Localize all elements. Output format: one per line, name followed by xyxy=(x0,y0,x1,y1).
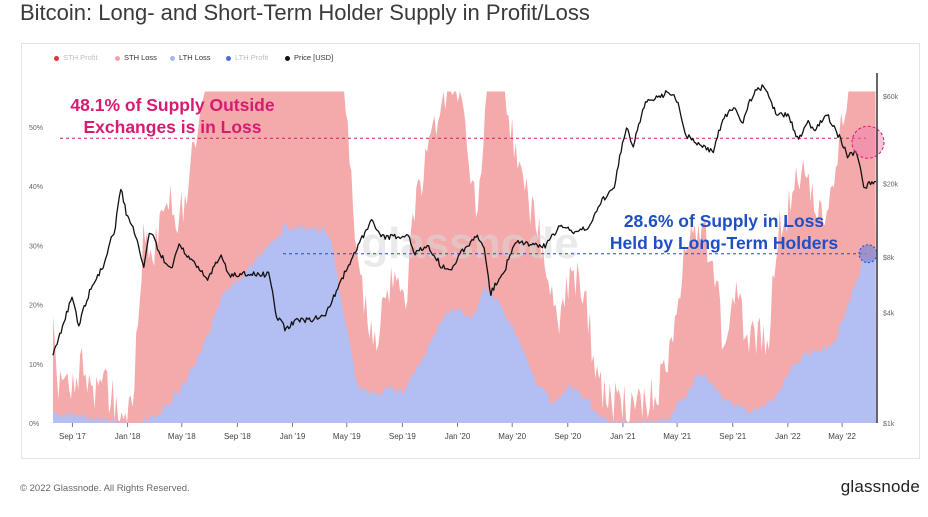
x-tick-label: Sep '20 xyxy=(554,432,581,441)
annotation-line: 28.6% of Supply in Loss xyxy=(623,211,825,231)
legend-color-dot xyxy=(54,55,59,61)
annotation-line: Exchanges is in Loss xyxy=(83,117,262,137)
highlight-lth-loss xyxy=(858,244,878,264)
y-right-tick-label: $4k xyxy=(883,310,895,317)
footer-copyright: © 2022 Glassnode. All Rights Reserved. xyxy=(20,483,190,494)
annotation-line: Held by Long-Term Holders xyxy=(609,233,839,253)
y-left-tick-label: 20% xyxy=(29,303,43,310)
x-tick-label: Sep '21 xyxy=(719,432,746,441)
price-line xyxy=(52,84,877,356)
annotation-lth-supply-in-loss: 28.6% of Supply in Loss Held by Long-Term… xyxy=(588,210,860,254)
legend-color-dot xyxy=(226,55,231,61)
x-tick-label: Jan '19 xyxy=(280,432,306,441)
x-tick-label: Sep '19 xyxy=(389,432,416,441)
footer-brand-logo: glassnode xyxy=(840,477,920,496)
y-left-tick-label: 0% xyxy=(29,421,39,428)
x-tick-label: Sep '17 xyxy=(59,432,86,441)
x-tick-label: Jan '21 xyxy=(610,432,636,441)
x-tick-label: May '20 xyxy=(498,432,526,441)
legend-label: LTH Profit xyxy=(235,53,269,62)
legend-label: Price [USD] xyxy=(294,53,334,62)
x-tick-label: May '18 xyxy=(168,432,196,441)
y-right-tick-label: $60k xyxy=(883,94,899,101)
legend-item[interactable]: STH Profit xyxy=(54,53,98,62)
legend-color-dot xyxy=(115,55,120,61)
x-tick-label: May '21 xyxy=(663,432,691,441)
legend-item[interactable]: LTH Profit xyxy=(226,53,268,62)
legend-label: STH Profit xyxy=(63,53,98,62)
y-right-tick-label: $1k xyxy=(883,421,895,428)
annotation-line: 48.1% of Supply Outside xyxy=(70,95,275,115)
x-tick-label: Jan '18 xyxy=(115,432,141,441)
legend-item[interactable]: Price [USD] xyxy=(285,53,333,62)
y-left-tick-label: 40% xyxy=(29,184,43,191)
legend-color-dot xyxy=(285,55,290,61)
legend-item[interactable]: STH Loss xyxy=(115,53,157,62)
legend-item[interactable]: LTH Loss xyxy=(170,53,211,62)
x-tick-label: Sep '18 xyxy=(224,432,251,441)
x-tick-label: May '22 xyxy=(828,432,856,441)
y-right-tick-label: $8k xyxy=(883,255,895,262)
y-left-tick-label: 10% xyxy=(29,362,43,369)
highlight-total-loss xyxy=(851,125,885,159)
x-tick-label: Jan '22 xyxy=(775,432,801,441)
chart-title: Bitcoin: Long- and Short-Term Holder Sup… xyxy=(20,0,590,25)
y-left-tick-label: 50% xyxy=(29,125,43,132)
legend-color-dot xyxy=(170,55,175,61)
annotation-total-supply-in-loss: 48.1% of Supply Outside Exchanges is in L… xyxy=(50,94,295,138)
y-left-tick-label: 30% xyxy=(29,243,43,250)
legend-label: STH Loss xyxy=(124,53,157,62)
legend-label: LTH Loss xyxy=(179,53,211,62)
y-right-tick-label: $20k xyxy=(883,182,899,189)
x-tick-label: Jan '20 xyxy=(445,432,471,441)
x-tick-label: May '19 xyxy=(333,432,361,441)
